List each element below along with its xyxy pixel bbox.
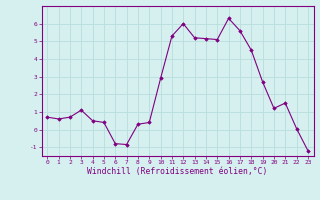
X-axis label: Windchill (Refroidissement éolien,°C): Windchill (Refroidissement éolien,°C)	[87, 167, 268, 176]
